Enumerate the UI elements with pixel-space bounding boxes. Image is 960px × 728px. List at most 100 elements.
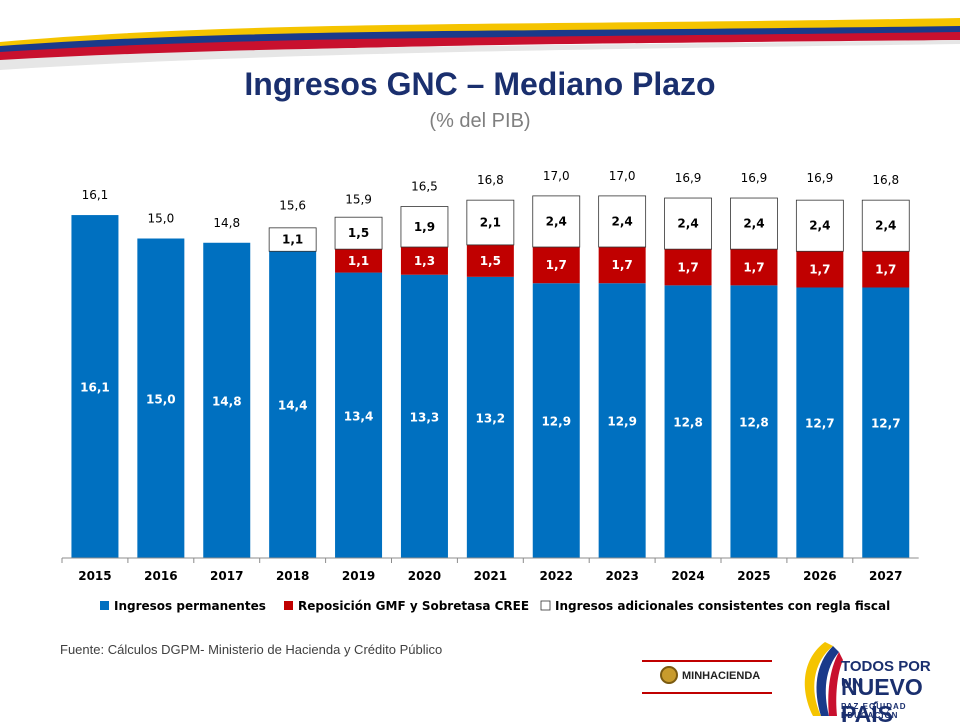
bar-total-label: 15,6 [279, 199, 306, 213]
bar-total-label: 16,9 [741, 171, 768, 185]
bar-value-label: 1,7 [743, 260, 764, 274]
bar-value-label: 2,4 [612, 214, 633, 228]
bar-value-label: 2,4 [743, 217, 764, 231]
x-tick-label: 2018 [276, 569, 309, 583]
bar-value-label: 1,7 [546, 258, 567, 272]
bar-segment [532, 247, 580, 284]
source-note: Fuente: Cálculos DGPM- Ministerio de Hac… [60, 642, 443, 657]
bar-value-label: 13,2 [476, 411, 506, 425]
legend-swatch [100, 601, 109, 610]
x-tick-label: 2020 [408, 569, 441, 583]
bar-value-label: 16,1 [80, 381, 110, 395]
x-tick-label: 2015 [78, 569, 111, 583]
bar-segment [796, 287, 844, 558]
x-axis-ticks: 2015 2016 2017 2018 2019 2020 2021 2022 2023 2024… [61, 557, 919, 583]
legend: Ingresos permanentes Reposición GMF y Sob… [100, 599, 890, 613]
bar-segment [730, 249, 778, 286]
bar-segment [598, 283, 646, 558]
bar-value-label: 2,4 [677, 217, 698, 231]
bar-value-label: 13,3 [410, 410, 440, 424]
bar-total-label: 17,0 [609, 169, 636, 183]
x-tick-label: 2023 [605, 569, 638, 583]
bar-segment [71, 215, 119, 558]
bar-value-label: 12,7 [805, 417, 835, 431]
bar-value-label: 13,4 [344, 409, 374, 423]
bar-segment [532, 195, 581, 248]
minhacienda-logo: MINHACIENDA [642, 660, 772, 694]
bar-total-label: 16,1 [82, 188, 109, 202]
bar-segment [466, 244, 514, 277]
bar-segment [203, 242, 251, 558]
bar-value-label: 1,1 [282, 233, 303, 247]
bar-segment [664, 249, 712, 286]
bar-segment [664, 285, 712, 558]
bar-total-label: 17,0 [543, 169, 570, 183]
x-tick-label: 2019 [342, 569, 375, 583]
todos-por-un-nuevo-pais-logo: TODOS POR UN NUEVO PAÍS PAZ EQUIDAD EDUC… [795, 640, 955, 727]
bar-segment [268, 227, 317, 252]
bar-value-label: 2,4 [875, 219, 896, 233]
legend-swatch [284, 601, 293, 610]
chart-title: Ingresos GNC – Mediano Plazo [244, 66, 716, 102]
bar-value-label: 1,1 [348, 254, 369, 268]
bar-value-label: 14,8 [212, 394, 242, 408]
legend-label: Ingresos permanentes [114, 599, 266, 613]
header-banner [0, 18, 960, 70]
bar-segment [466, 199, 515, 246]
bar-segment [598, 247, 646, 284]
bar-value-label: 14,4 [278, 399, 308, 413]
colombia-flag-shape-icon [804, 642, 843, 716]
legend-swatch [540, 600, 551, 611]
bar-segment [796, 251, 844, 288]
bar-value-label: 1,5 [480, 254, 501, 268]
bar-segment [862, 287, 910, 558]
legend-label: Ingresos adicionales consistentes con re… [555, 599, 890, 613]
bar-segment [664, 197, 712, 250]
bar-value-label: 12,8 [673, 416, 703, 430]
bars-layer: 16,1 16,1 15,0 15,0 14,8 14,8 14,4 1,1 15,6 13,4 1… [71, 169, 910, 558]
x-tick-label: 2017 [210, 569, 243, 583]
bar-segment [334, 216, 383, 250]
bar-segment [335, 272, 383, 558]
x-tick-label: 2026 [803, 569, 836, 583]
bar-total-label: 16,8 [477, 173, 504, 187]
chart-subtitle: (% del PIB) [429, 110, 531, 132]
bar-segment [598, 195, 647, 248]
bar-value-label: 1,9 [414, 220, 435, 234]
bar-value-label: 1,7 [809, 262, 830, 276]
x-tick-label: 2024 [671, 569, 704, 583]
legend-label: Reposición GMF y Sobretasa CREE [298, 599, 529, 613]
bar-segment [730, 285, 778, 558]
coat-of-arms-icon [660, 666, 678, 684]
bar-total-label: 16,9 [675, 171, 702, 185]
stacked-bar-chart: 16,1 16,1 15,0 15,0 14,8 14,8 14,4 1,1 15,6 13,4 1… [61, 169, 919, 613]
x-tick-label: 2021 [474, 569, 507, 583]
bar-segment [795, 199, 844, 252]
bar-value-label: 2,1 [480, 216, 501, 230]
bar-total-label: 15,9 [345, 192, 372, 206]
bar-segment [861, 199, 910, 252]
bar-value-label: 12,8 [739, 416, 769, 430]
bar-segment [400, 247, 448, 275]
bar-segment [269, 251, 317, 558]
x-tick-label: 2022 [540, 569, 573, 583]
bar-total-label: 15,0 [147, 212, 174, 226]
bar-total-label: 16,8 [872, 173, 899, 187]
bar-segment [466, 276, 514, 558]
bar-total-label: 14,8 [213, 216, 240, 230]
bar-value-label: 2,4 [809, 219, 830, 233]
bar-value-label: 1,7 [875, 262, 896, 276]
bar-value-label: 12,9 [607, 415, 637, 429]
bar-value-label: 15,0 [146, 392, 176, 406]
bar-value-label: 1,7 [677, 260, 698, 274]
bar-total-label: 16,5 [411, 180, 438, 194]
x-tick-label: 2027 [869, 569, 902, 583]
bar-value-label: 1,5 [348, 226, 369, 240]
bar-segment [532, 283, 580, 558]
x-tick-label: 2016 [144, 569, 177, 583]
bar-segment [862, 251, 910, 288]
bar-segment [730, 197, 778, 250]
bar-segment [400, 206, 449, 248]
x-tick-label: 2025 [737, 569, 770, 583]
bar-segment [400, 274, 448, 558]
